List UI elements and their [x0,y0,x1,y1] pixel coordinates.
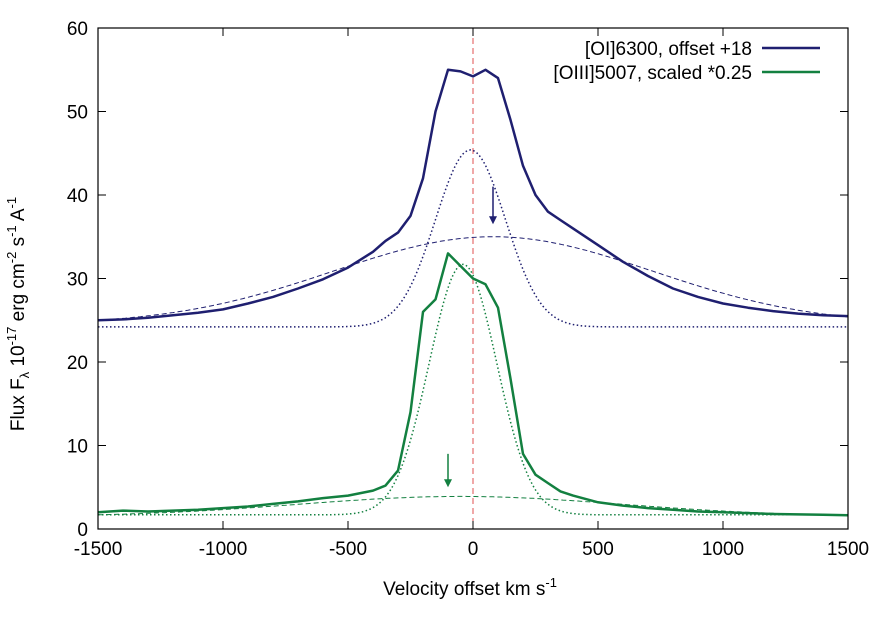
series-line-1 [97,252,849,517]
x-axis-label: Velocity offset km s-1 [383,575,557,600]
legend-entry: [OIII]5007, scaled *0.25 [553,63,820,84]
y-axis-label-part: -1 [4,225,19,237]
y-axis-label-part: erg cm [8,263,29,326]
y-tick-label: 30 [67,270,88,291]
annotation-arrow-0 [489,186,497,225]
y-axis-label-part: -1 [4,197,19,209]
y-tick-label: 60 [67,19,88,40]
series-line-0 [97,68,849,322]
fit-component-dotted-3 [98,149,848,328]
y-tick-label: 40 [67,186,88,207]
y-axis-label-part: A [8,208,29,225]
legend: [OI]6300, offset +18 [OIII]5007, scaled *… [553,39,820,84]
fit-component-dashed-2 [97,236,849,321]
legend-label: [OI]6300, offset +18 [585,39,752,60]
annotation-arrow-1 [444,453,452,488]
x-tick-label: -1500 [74,539,123,560]
x-tick-label: 0 [468,539,479,560]
y-axis-label-part: s [8,237,29,252]
y-axis-label-part: Flux F [8,378,29,431]
x-tick-label: -1000 [199,539,248,560]
y-axis-label-part: 10 [8,345,29,371]
x-tick-label: -500 [329,539,367,560]
plot-area [97,28,849,529]
axis-ticks: -1500 -1000 -500 0 500 1000 1500 0 10 20 30 40 50 60 [67,19,869,560]
x-tick-label: 1500 [827,539,869,560]
y-tick-label: 20 [67,353,88,374]
y-axis-label-part: -2 [4,252,19,264]
x-tick-label: 1000 [702,539,744,560]
y-axis-label-part: λ [17,371,32,378]
y-tick-label: 0 [77,520,88,541]
y-axis-label-part: -17 [4,327,19,346]
fit-component-dashed-4 [98,495,848,516]
y-tick-label: 10 [67,437,88,458]
legend-entry: [OI]6300, offset +18 [585,39,820,60]
y-tick-label: 50 [67,103,88,124]
y-axis-label: Flux Fλ 10-17 erg cm-2 s-1 A-1 [4,197,32,431]
legend-label: [OIII]5007, scaled *0.25 [553,63,752,84]
fit-component-dotted-5 [98,263,848,516]
x-tick-label: 500 [582,539,614,560]
